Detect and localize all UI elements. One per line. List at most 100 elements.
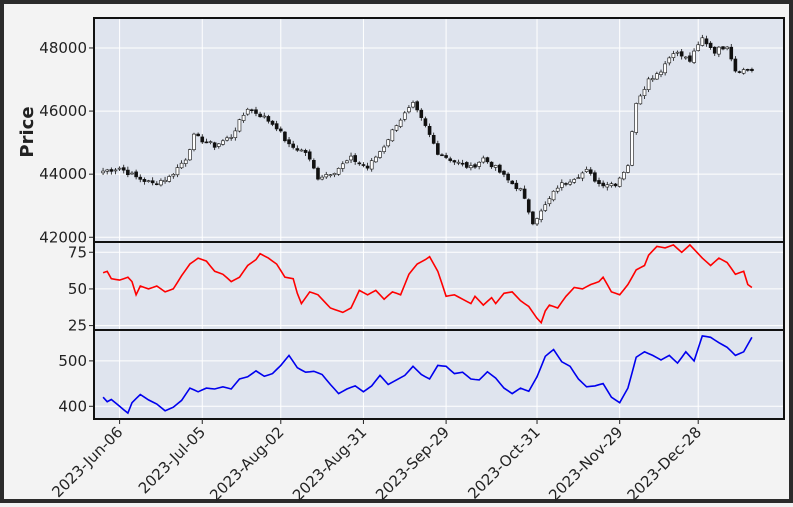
candle	[568, 179, 572, 186]
candle-body	[142, 179, 147, 182]
price-tick-label: 46000	[39, 102, 87, 120]
candle	[671, 50, 676, 61]
candle-body	[679, 51, 684, 57]
candle	[717, 46, 721, 58]
candle	[684, 56, 688, 60]
candle	[365, 162, 370, 171]
candle	[374, 155, 378, 163]
candle-body	[109, 169, 114, 172]
candle-body	[179, 162, 184, 169]
candle	[539, 208, 543, 223]
candle-body	[712, 46, 717, 54]
candle	[456, 159, 461, 166]
candle	[750, 67, 754, 73]
candle	[477, 161, 481, 170]
candle-body	[485, 157, 490, 163]
candle-body	[514, 182, 519, 189]
candle-body	[535, 218, 539, 225]
candle	[340, 161, 345, 172]
candle-body	[502, 170, 506, 175]
candle-body	[560, 182, 564, 188]
candle	[440, 153, 444, 157]
candle	[287, 136, 291, 148]
candle-body	[613, 183, 618, 187]
candle	[448, 156, 453, 163]
candle-body	[704, 38, 709, 45]
candle-body	[506, 173, 510, 181]
candle	[675, 50, 680, 57]
candle	[179, 160, 184, 169]
candle	[411, 100, 415, 109]
candle	[113, 168, 118, 175]
candle	[626, 164, 630, 174]
candle	[150, 177, 155, 186]
candle	[295, 145, 300, 152]
candle	[700, 34, 705, 47]
candle-body	[510, 180, 515, 185]
candle	[473, 162, 477, 169]
candle-body	[113, 169, 118, 172]
candle	[105, 168, 109, 175]
candle	[427, 123, 432, 138]
panel-bg-1	[94, 242, 784, 330]
x-tick-label: 2023-Nov-29	[545, 423, 626, 504]
candle	[663, 60, 667, 76]
candle-body	[746, 69, 750, 71]
candle-body	[171, 174, 176, 177]
candle	[142, 177, 147, 185]
candle	[394, 124, 399, 132]
candle	[262, 112, 267, 119]
candle	[336, 167, 341, 176]
candle-body	[452, 160, 457, 163]
candle	[233, 127, 238, 141]
candle-body	[382, 146, 386, 152]
candle-body	[262, 115, 267, 118]
candle	[646, 76, 651, 93]
price-tick-label: 42000	[39, 228, 87, 246]
candle-body	[440, 154, 444, 157]
candlestick-chart: 42000 44000 46000 48000 25 50 75 400 500 2023-Jun…	[17, 17, 785, 505]
candle-body	[622, 172, 626, 180]
candle-body	[584, 169, 589, 173]
candle	[547, 196, 552, 207]
candle-body	[208, 141, 213, 143]
candle-body	[328, 174, 333, 176]
candle	[576, 174, 581, 180]
candle	[733, 56, 738, 73]
candle-body	[597, 180, 601, 184]
candle-body	[729, 46, 734, 60]
candle-body	[192, 133, 196, 150]
candle-body	[130, 172, 134, 175]
candle-body	[675, 51, 680, 54]
candle	[436, 140, 440, 156]
candle-body	[241, 114, 246, 121]
candle-body	[221, 140, 225, 145]
candle-body	[646, 78, 651, 90]
candle	[498, 163, 502, 174]
candle	[361, 162, 366, 168]
candle-body	[340, 163, 345, 169]
candle-body	[378, 151, 382, 158]
candle-body	[237, 119, 242, 132]
candle-body	[518, 188, 523, 191]
candle-body	[423, 118, 428, 126]
candle-body	[278, 128, 283, 132]
candle-body	[216, 143, 221, 147]
candle	[588, 167, 593, 176]
candle-body	[357, 162, 362, 165]
candle	[688, 52, 692, 63]
candle	[560, 179, 564, 191]
candle	[725, 46, 729, 51]
candle	[650, 75, 655, 82]
candle	[188, 148, 192, 161]
candle-body	[134, 171, 138, 178]
candle-body	[568, 181, 572, 185]
candle	[605, 181, 610, 191]
candle	[452, 159, 457, 165]
candle	[630, 130, 634, 167]
x-tick-label: 2023-Aug-31	[289, 423, 370, 504]
candle	[526, 198, 531, 215]
candle	[270, 120, 275, 127]
candle	[506, 172, 510, 184]
